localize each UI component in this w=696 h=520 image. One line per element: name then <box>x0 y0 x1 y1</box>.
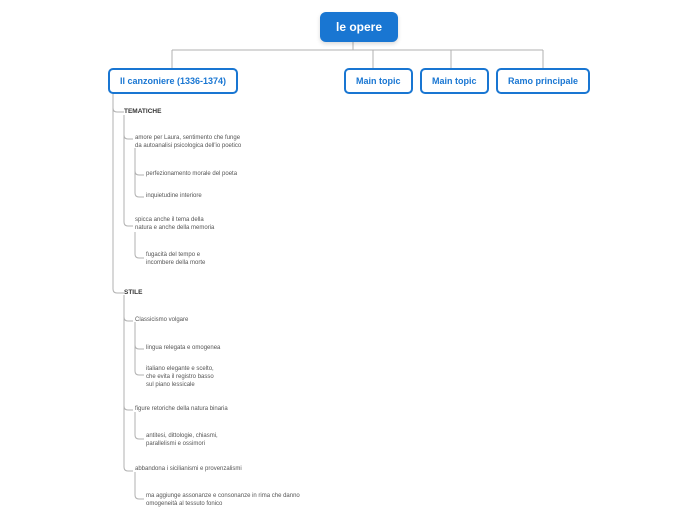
topic-node-2[interactable]: Main topic <box>420 68 489 94</box>
tree-label: italiano elegante e scelto, che evita il… <box>146 366 214 389</box>
tree-label: figure retoriche della natura binaria <box>135 406 228 414</box>
section-heading: TEMATICHE <box>124 108 161 116</box>
tree-label: inquietudine interiore <box>146 193 202 201</box>
root-label: le opere <box>336 20 382 34</box>
tree-label: antitesi, dittologie, chiasmi, paralleli… <box>146 433 218 449</box>
topic-label: Main topic <box>356 76 401 86</box>
topic-label: Main topic <box>432 76 477 86</box>
topic-label: Ramo principale <box>508 76 578 86</box>
topic-node-1[interactable]: Main topic <box>344 68 413 94</box>
tree-label: fugacità del tempo e incombere della mor… <box>146 252 205 268</box>
tree-label: perfezionamento morale del poeta <box>146 171 237 179</box>
topic-node-3[interactable]: Ramo principale <box>496 68 590 94</box>
tree-label: Classicismo volgare <box>135 317 188 325</box>
root-node[interactable]: le opere <box>320 12 398 42</box>
topic-label: Il canzoniere (1336-1374) <box>120 76 226 86</box>
section-heading: STILE <box>124 289 142 297</box>
tree-label: lingua relegata e omogenea <box>146 345 220 353</box>
topic-node-0[interactable]: Il canzoniere (1336-1374) <box>108 68 238 94</box>
tree-label: ma aggiunge assonanze e consonanze in ri… <box>146 493 300 509</box>
tree-label: abbandona i sicilianismi e provenzalismi <box>135 466 242 474</box>
tree-label: amore per Laura, sentimento che funge da… <box>135 135 241 151</box>
tree-label: spicca anche il tema della natura e anch… <box>135 217 214 233</box>
